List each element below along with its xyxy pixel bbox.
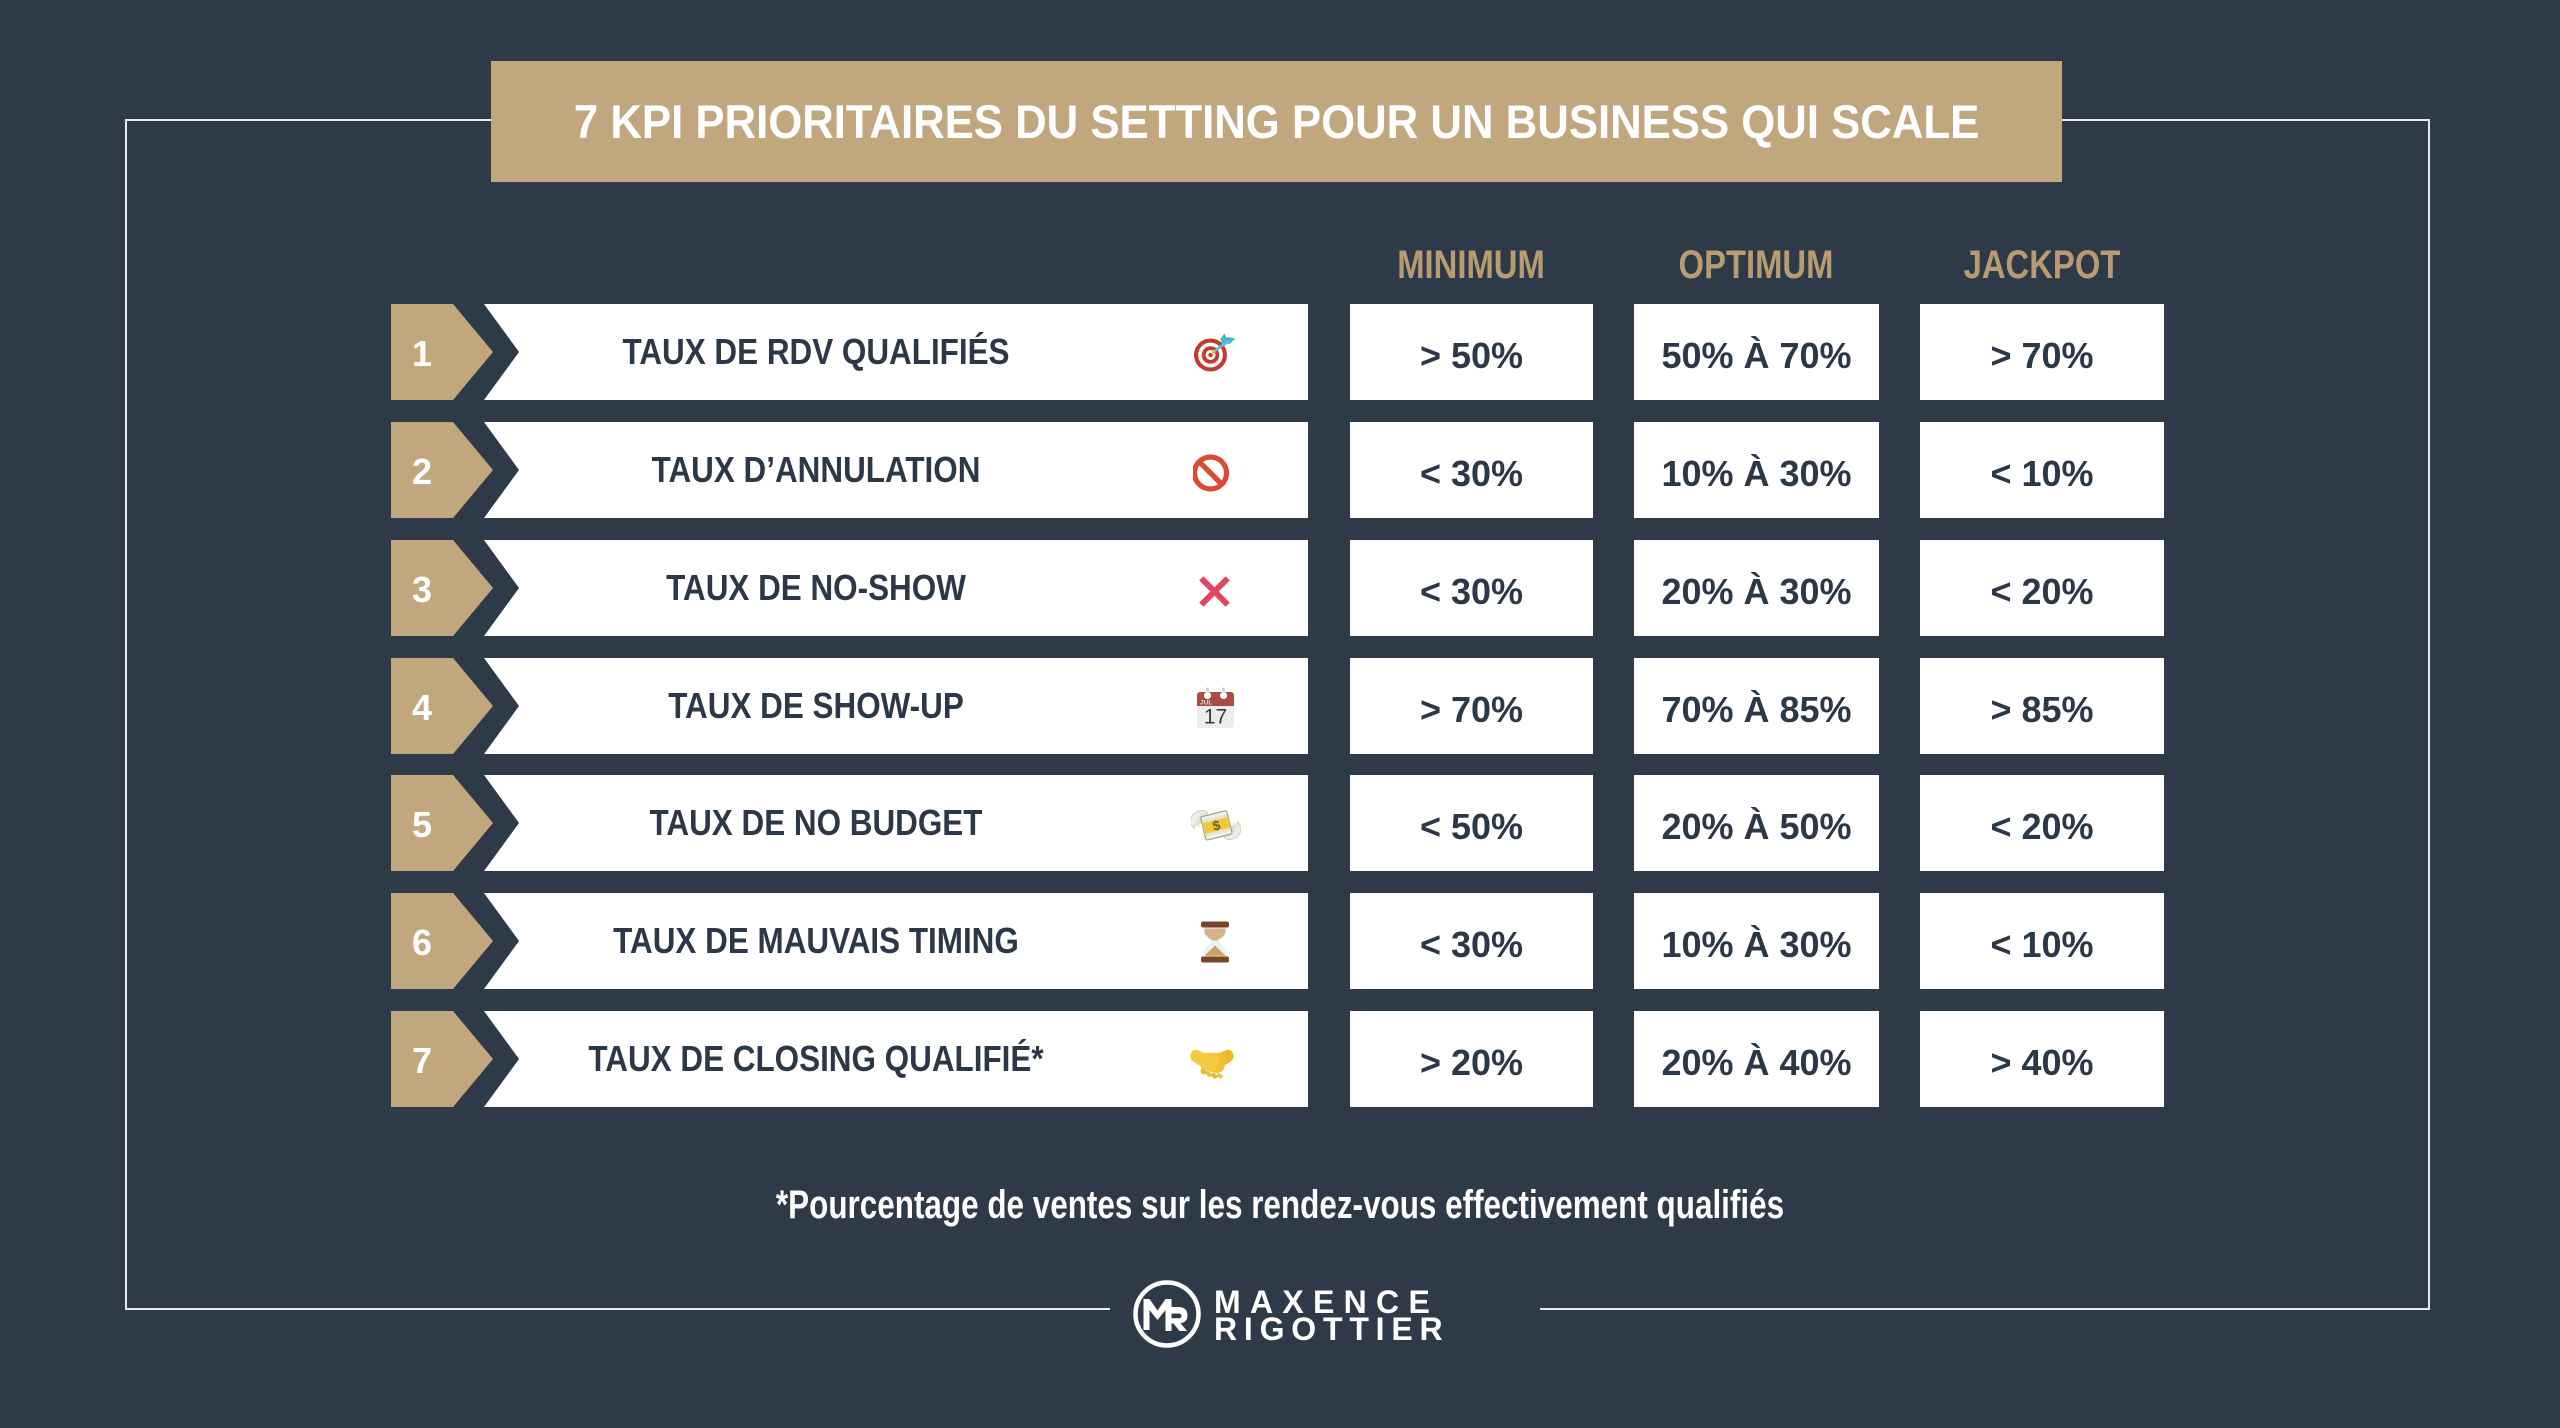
svg-text:$: $ (1211, 817, 1222, 833)
svg-text:JUL: JUL (1200, 700, 1212, 707)
svg-text:17: 17 (1204, 706, 1227, 729)
